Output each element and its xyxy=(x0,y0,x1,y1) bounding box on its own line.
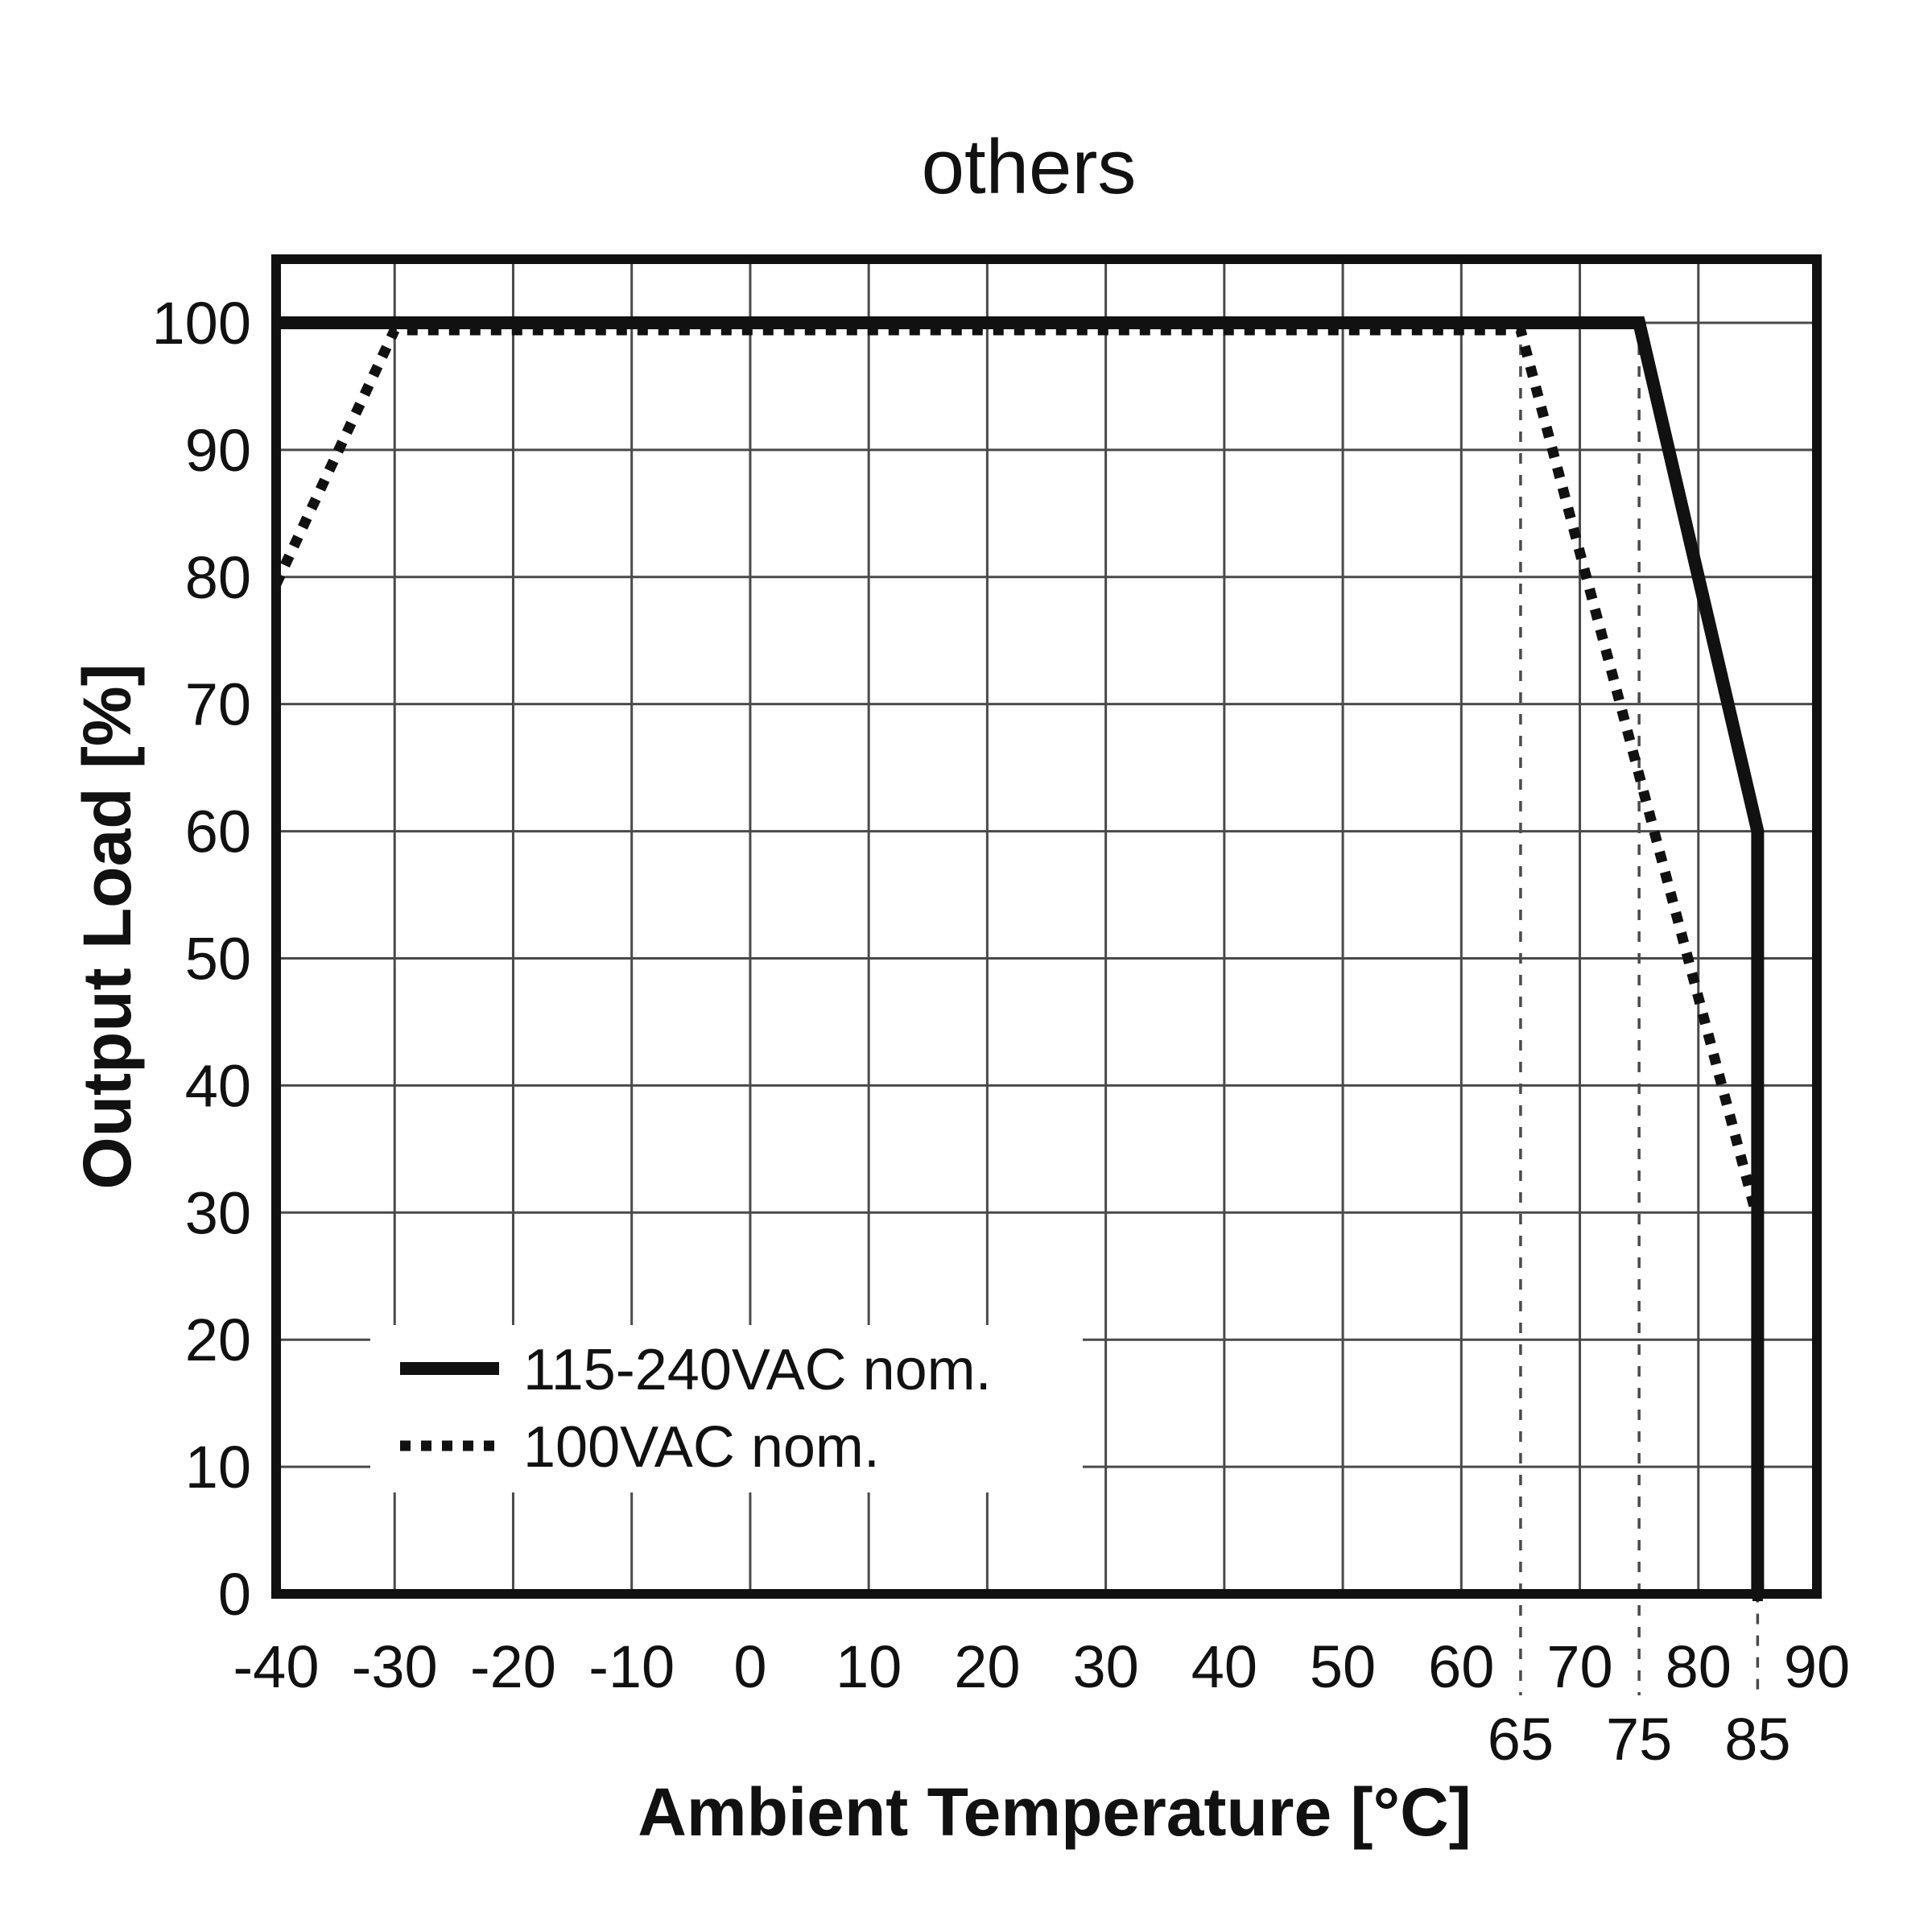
x-tick-label-90: 90 xyxy=(1784,1633,1850,1700)
y-tick-label-80: 80 xyxy=(185,544,251,611)
x-subtick-label-65: 65 xyxy=(1488,1706,1554,1773)
series-layer xyxy=(271,316,1765,1601)
series-line-solid xyxy=(276,316,1765,1594)
x-tick-label-60: 60 xyxy=(1428,1633,1494,1700)
legend-box xyxy=(370,1325,1083,1492)
x-tick-label-80: 80 xyxy=(1666,1633,1732,1700)
x-tick-label--30: -30 xyxy=(352,1633,438,1700)
legend: 115-240VAC nom. 100VAC nom. xyxy=(400,1338,992,1480)
series-line-dotted xyxy=(271,324,1763,1601)
x-subtick-label-75: 75 xyxy=(1606,1706,1672,1773)
y-tick-label-0: 0 xyxy=(218,1561,251,1628)
y-tick-label-30: 30 xyxy=(185,1179,251,1246)
plot-frame xyxy=(271,254,1822,1599)
y-axis-title: Output Load [%] xyxy=(69,663,145,1189)
x-tick-label-50: 50 xyxy=(1310,1633,1376,1700)
x-tick-label-70: 70 xyxy=(1546,1633,1612,1700)
x-subtick-label-85: 85 xyxy=(1724,1706,1790,1773)
x-tick-labels: -40 -30 -20 -10 0 10 20 30 40 50 60 70 80 90 xyxy=(233,1633,1851,1700)
legend-label-100vac: 100VAC nom. xyxy=(523,1415,880,1480)
x-tick-label-0: 0 xyxy=(733,1633,766,1700)
chart-title: others xyxy=(922,124,1137,210)
x-tick-label--40: -40 xyxy=(233,1633,320,1700)
x-tick-label-20: 20 xyxy=(954,1633,1020,1700)
y-tick-label-100: 100 xyxy=(152,290,251,357)
x-tick-label-30: 30 xyxy=(1072,1633,1138,1700)
x-subtick-labels: 65 75 85 xyxy=(1488,1706,1791,1773)
y-tick-label-40: 40 xyxy=(185,1052,251,1119)
y-tick-label-50: 50 xyxy=(185,925,251,992)
x-axis-title: Ambient Temperature [°C] xyxy=(638,1774,1471,1850)
y-tick-label-70: 70 xyxy=(185,671,251,738)
x-tick-label-40: 40 xyxy=(1191,1633,1257,1700)
x-tick-label--10: -10 xyxy=(588,1633,675,1700)
reference-lines-layer xyxy=(1519,322,1760,1695)
x-tick-label-10: 10 xyxy=(836,1633,902,1700)
y-tick-label-90: 90 xyxy=(185,417,251,484)
y-tick-label-20: 20 xyxy=(185,1307,251,1373)
y-tick-label-60: 60 xyxy=(185,799,251,865)
y-tick-labels: 0 10 20 30 40 50 60 70 80 90 100 xyxy=(152,290,251,1628)
x-tick-label--20: -20 xyxy=(470,1633,556,1700)
y-tick-label-10: 10 xyxy=(185,1434,251,1501)
legend-label-115-240vac: 115-240VAC nom. xyxy=(523,1338,992,1402)
